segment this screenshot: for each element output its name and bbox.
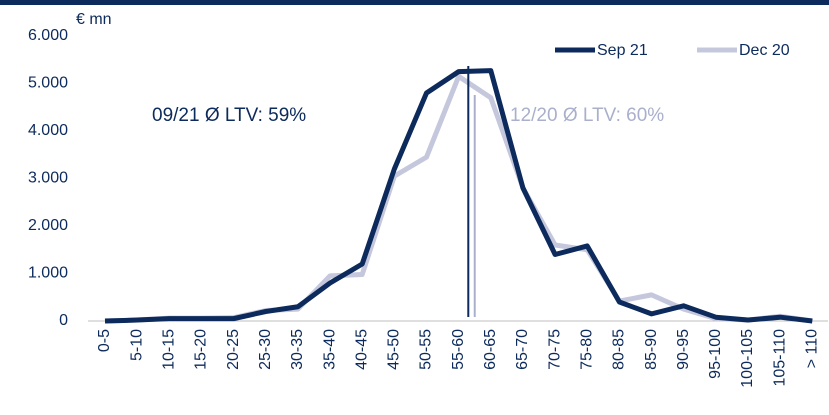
x-tick-label: 95-100	[707, 329, 724, 379]
x-tick-label: 0-5	[96, 329, 113, 352]
x-tick-label: 10-15	[161, 329, 178, 370]
y-tick-label: 2.000	[28, 217, 68, 234]
x-tick-label: 90-95	[675, 329, 692, 370]
y-tick-label: 1.000	[28, 265, 68, 282]
x-tick-label: 20-25	[225, 329, 242, 370]
ltv-label: 09/21 Ø LTV: 59%	[152, 105, 306, 126]
x-tick-label: 70-75	[546, 329, 563, 370]
x-tick-label: 65-70	[514, 329, 531, 370]
y-tick-label: 3.000	[28, 170, 68, 187]
x-tick-label: 55-60	[450, 329, 467, 370]
y-tick-label: 6.000	[28, 27, 68, 44]
x-tick-label: 85-90	[643, 329, 660, 370]
x-tick-label: > 110	[804, 329, 821, 368]
x-tick-label: 105-110	[771, 329, 788, 387]
x-tick-label: 100-105	[739, 329, 756, 388]
x-tick-label: 60-65	[482, 329, 499, 370]
series-line	[104, 68, 813, 324]
x-tick-label: 80-85	[611, 329, 628, 370]
y-tick-label: 0	[59, 312, 68, 329]
x-tick-label: 75-80	[578, 329, 595, 370]
x-tick-label: 45-50	[386, 329, 403, 370]
x-tick-label: 30-35	[289, 329, 306, 370]
y-unit-label: € mn	[76, 11, 112, 28]
y-tick-label: 5.000	[28, 75, 68, 92]
x-tick-label: 35-40	[321, 329, 338, 370]
legend-label: Dec 20	[739, 42, 790, 59]
x-tick-label: 40-45	[353, 329, 370, 370]
top-bar	[0, 0, 829, 5]
y-tick-label: 4.000	[28, 122, 68, 139]
x-tick-label: 50-55	[418, 329, 435, 370]
legend-label: Sep 21	[597, 42, 648, 59]
ltv-label: 12/20 Ø LTV: 60%	[510, 105, 664, 126]
x-tick-label: 15-20	[193, 329, 210, 370]
x-tick-label: 25-30	[257, 329, 274, 370]
x-tick-label: 5-10	[128, 329, 145, 361]
